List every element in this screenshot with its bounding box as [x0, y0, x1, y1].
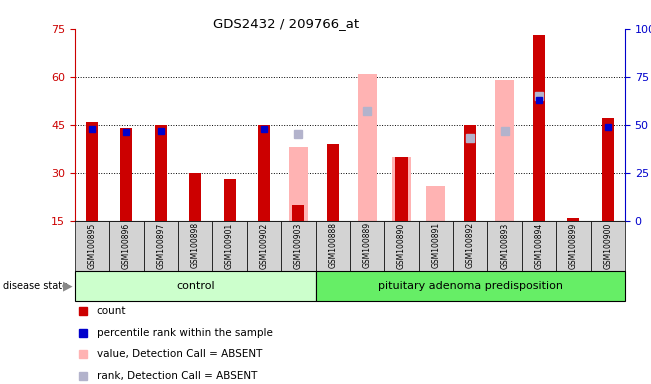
- Bar: [258, 125, 270, 221]
- Text: count: count: [97, 306, 126, 316]
- Text: percentile rank within the sample: percentile rank within the sample: [97, 328, 273, 338]
- Text: GSM100888: GSM100888: [328, 222, 337, 268]
- Text: GSM100891: GSM100891: [432, 222, 440, 268]
- Bar: [556, 221, 590, 271]
- Bar: [289, 147, 308, 221]
- Text: GSM100902: GSM100902: [260, 222, 268, 268]
- Bar: [86, 122, 98, 221]
- Bar: [419, 221, 453, 271]
- Bar: [178, 221, 212, 271]
- Bar: [602, 118, 614, 221]
- Bar: [292, 205, 305, 221]
- Text: GSM100895: GSM100895: [87, 222, 96, 268]
- Text: GSM100901: GSM100901: [225, 222, 234, 268]
- Text: control: control: [176, 281, 215, 291]
- Bar: [189, 173, 201, 221]
- Bar: [316, 271, 625, 301]
- Bar: [247, 221, 281, 271]
- Text: GSM100900: GSM100900: [603, 222, 613, 269]
- Text: GSM100898: GSM100898: [191, 222, 200, 268]
- Text: rank, Detection Call = ABSENT: rank, Detection Call = ABSENT: [97, 371, 257, 381]
- Bar: [533, 35, 545, 221]
- Text: value, Detection Call = ABSENT: value, Detection Call = ABSENT: [97, 349, 262, 359]
- Bar: [281, 221, 316, 271]
- Text: GSM100890: GSM100890: [397, 222, 406, 268]
- Bar: [223, 179, 236, 221]
- Bar: [495, 80, 514, 221]
- Bar: [522, 221, 556, 271]
- Bar: [75, 271, 316, 301]
- Text: GSM100893: GSM100893: [500, 222, 509, 268]
- Bar: [357, 74, 376, 221]
- Bar: [464, 125, 477, 221]
- Bar: [155, 125, 167, 221]
- Bar: [75, 221, 109, 271]
- Text: GSM100889: GSM100889: [363, 222, 372, 268]
- Text: GSM100894: GSM100894: [534, 222, 544, 268]
- Text: GDS2432 / 209766_at: GDS2432 / 209766_at: [214, 17, 359, 30]
- Bar: [120, 128, 132, 221]
- Bar: [212, 221, 247, 271]
- Bar: [426, 185, 445, 221]
- Text: GSM100899: GSM100899: [569, 222, 578, 268]
- Text: GSM100897: GSM100897: [156, 222, 165, 268]
- Bar: [392, 157, 411, 221]
- Bar: [316, 221, 350, 271]
- Bar: [488, 221, 522, 271]
- Bar: [327, 144, 339, 221]
- Bar: [384, 221, 419, 271]
- Text: GSM100892: GSM100892: [465, 222, 475, 268]
- Bar: [453, 221, 488, 271]
- Text: GSM100896: GSM100896: [122, 222, 131, 268]
- Bar: [350, 221, 384, 271]
- Bar: [590, 221, 625, 271]
- Bar: [109, 221, 144, 271]
- Text: disease state: disease state: [3, 281, 68, 291]
- Bar: [568, 218, 579, 221]
- Text: ▶: ▶: [63, 280, 72, 293]
- Text: GSM100903: GSM100903: [294, 222, 303, 269]
- Bar: [144, 221, 178, 271]
- Bar: [395, 157, 408, 221]
- Text: pituitary adenoma predisposition: pituitary adenoma predisposition: [378, 281, 562, 291]
